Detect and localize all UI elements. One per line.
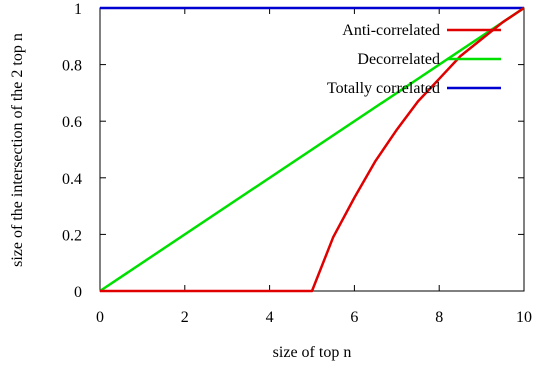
legend-label: Totally correlated: [327, 80, 440, 97]
y-tick-label: 0.4: [62, 171, 82, 188]
y-tick-label: 0.2: [62, 227, 82, 244]
y-tick-label: 0.8: [62, 58, 82, 75]
x-tick-label: 8: [435, 309, 443, 326]
series-line-decorrelated: [99, 6, 525, 293]
x-tick-label: 4: [266, 309, 274, 326]
y-tick-label: 1: [74, 1, 82, 18]
series-lines: [99, 6, 525, 293]
series-line-anti-correlated: [100, 6, 525, 293]
x-tick-label: 10: [516, 309, 532, 326]
y-axis-label: size of the intersection of the 2 top n: [9, 33, 26, 267]
y-tick-label: 0.6: [62, 114, 82, 131]
y-tick-label: 0: [74, 284, 82, 301]
legend-label: Decorrelated: [357, 51, 440, 68]
x-tick-label: 0: [96, 309, 104, 326]
x-tick-label: 6: [350, 309, 358, 326]
x-axis-label: size of top n: [273, 344, 352, 361]
y-tick-labels: 0 0.2 0.4 0.6 0.8 1: [62, 1, 82, 301]
x-tick-label: 2: [181, 309, 189, 326]
x-tick-labels: 0 2 4 6 8 10: [96, 309, 532, 326]
legend: Anti-correlated Decorrelated Totally corre…: [327, 22, 501, 97]
legend-label: Anti-correlated: [342, 22, 440, 39]
